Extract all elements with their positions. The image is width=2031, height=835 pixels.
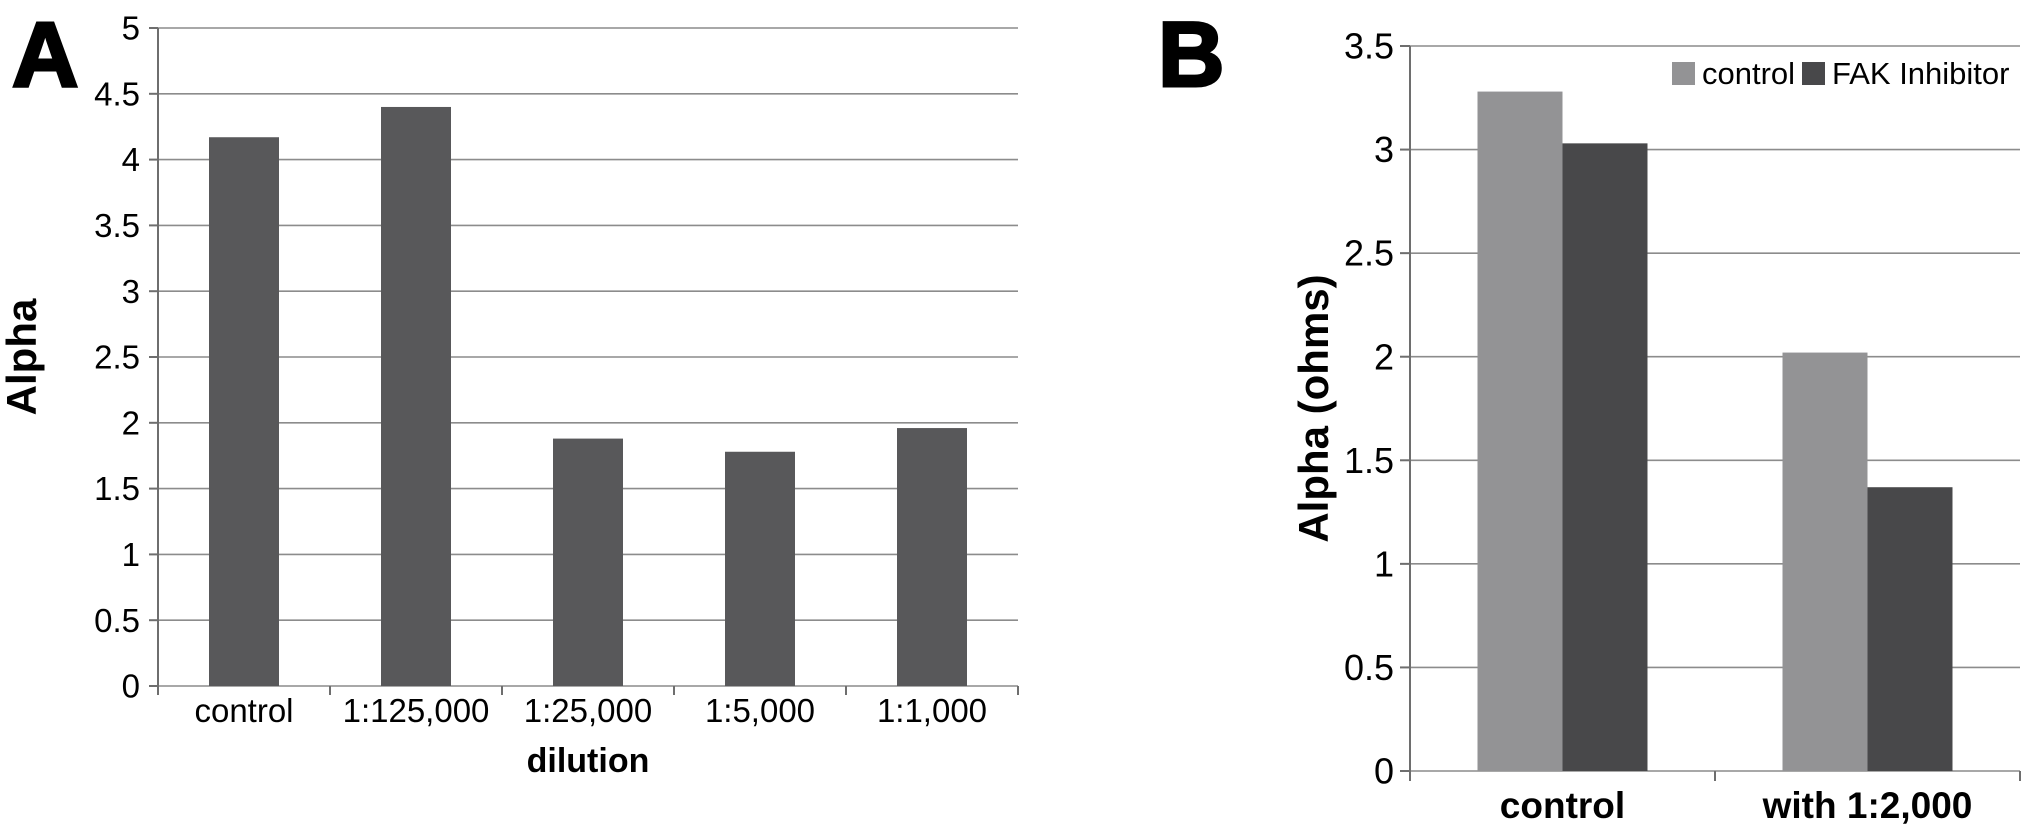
y-tick-label: 0 bbox=[122, 668, 140, 705]
y-tick-label: 2.5 bbox=[1344, 233, 1394, 274]
bar-control-control bbox=[1477, 91, 1563, 772]
y-tick-label: 4.5 bbox=[94, 75, 140, 112]
x-category-label: control bbox=[194, 692, 293, 729]
x-category-label: 1:25,000 bbox=[524, 692, 652, 729]
x-category-label: 1:125,000 bbox=[343, 692, 490, 729]
y-tick-label: 2 bbox=[122, 404, 140, 441]
y-tick-label: 1 bbox=[122, 536, 140, 573]
legend-label: FAK Inhibitor bbox=[1832, 56, 2009, 91]
y-tick-label: 2 bbox=[1374, 336, 1394, 377]
bar-with-1-2-000-control bbox=[1782, 352, 1868, 771]
x-category-label: 1:1,000 bbox=[877, 692, 987, 729]
y-tick-label: 1 bbox=[1374, 543, 1394, 584]
bar-control bbox=[209, 137, 279, 686]
y-tick-label: 3.5 bbox=[94, 207, 140, 244]
y-axis-title: Alpha bbox=[0, 298, 45, 415]
x-category-label: 1:5,000 bbox=[705, 692, 815, 729]
legend-swatch-FAK-Inhibitor bbox=[1802, 62, 1825, 85]
panel-a-chart: 0 0.5 1 1.5 2 2.5 3 3.5 4 4.5 5 control 1:125,000 1:2… bbox=[0, 3, 1019, 780]
y-tick-label: 3.5 bbox=[1344, 26, 1394, 67]
bar-1-5-000 bbox=[725, 451, 795, 686]
y-axis-title: Alpha (ohms) bbox=[1290, 274, 1337, 542]
bar-with-1-2-000-FAK-Inhibitor bbox=[1867, 487, 1953, 771]
y-tick-label: 0.5 bbox=[1344, 647, 1394, 688]
legend-swatch-control bbox=[1672, 62, 1695, 85]
y-tick-label: 5 bbox=[122, 10, 140, 47]
panel-b-chart: 0 0.5 1 1.5 2 2.5 3 3.5 control with 1:2,000 Alpha… bbox=[1157, 3, 2021, 826]
bar-control-FAK-Inhibitor bbox=[1562, 143, 1648, 771]
legend-label: control bbox=[1702, 56, 1795, 91]
y-tick-label: 0.5 bbox=[94, 602, 140, 639]
bar-1-1-000 bbox=[897, 428, 967, 686]
panel-label-a: A bbox=[12, 4, 78, 106]
y-tick-label: 4 bbox=[122, 141, 140, 178]
y-tick-label: 2.5 bbox=[94, 339, 140, 376]
bar-1-25-000 bbox=[553, 438, 623, 686]
x-axis-title: dilution bbox=[527, 742, 650, 780]
x-category-label: control bbox=[1500, 785, 1625, 826]
y-tick-label: 1.5 bbox=[1344, 440, 1394, 481]
x-category-label: with 1:2,000 bbox=[1762, 785, 1973, 826]
bar-1-125-000 bbox=[381, 106, 451, 686]
y-tick-label: 0 bbox=[1374, 751, 1394, 792]
y-tick-label: 1.5 bbox=[94, 470, 140, 507]
panel-label-b: B bbox=[1158, 4, 1224, 106]
y-tick-label: 3 bbox=[122, 273, 140, 310]
y-tick-label: 3 bbox=[1374, 129, 1394, 170]
